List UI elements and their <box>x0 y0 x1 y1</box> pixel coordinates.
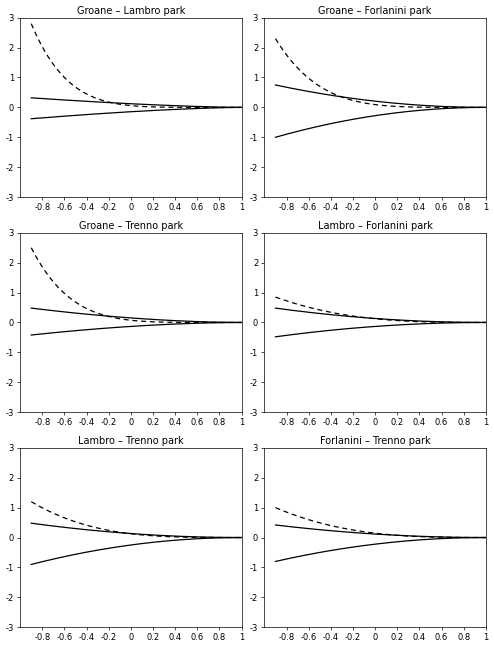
Title: Groane – Lambro park: Groane – Lambro park <box>77 6 185 16</box>
Title: Groane – Trenno park: Groane – Trenno park <box>79 220 183 231</box>
Title: Lambro – Trenno park: Lambro – Trenno park <box>78 435 184 446</box>
Title: Forlanini – Trenno park: Forlanini – Trenno park <box>320 435 430 446</box>
Title: Groane – Forlanini park: Groane – Forlanini park <box>319 6 432 16</box>
Title: Lambro – Forlanini park: Lambro – Forlanini park <box>318 220 433 231</box>
